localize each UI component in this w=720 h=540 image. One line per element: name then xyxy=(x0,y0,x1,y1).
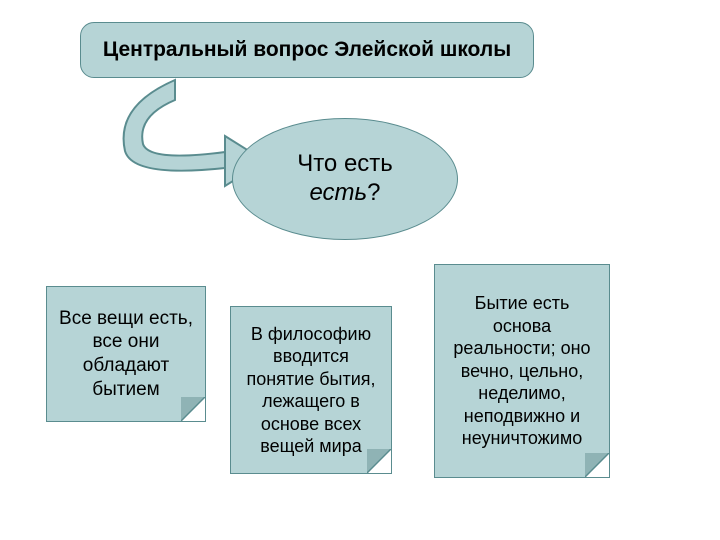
central-question-ellipse: Что есть есть? xyxy=(232,118,458,240)
central-question-mark: ? xyxy=(367,179,380,206)
title-text: Центральный вопрос Элейской школы xyxy=(103,38,511,62)
diagram-canvas: Центральный вопрос Элейской школы Что ес… xyxy=(0,0,720,540)
note-3-text: Бытие есть основа реальности; оно вечно,… xyxy=(443,292,601,450)
note-fold-icon xyxy=(367,449,391,473)
note-1: Все вещи есть, все они обладают бытием xyxy=(46,286,206,422)
note-2: В философию вводится понятие бытия, лежа… xyxy=(230,306,392,474)
note-fold-icon xyxy=(181,397,205,421)
central-question-text: Что есть есть? xyxy=(297,150,393,208)
title-box: Центральный вопрос Элейской школы xyxy=(80,22,534,78)
note-3: Бытие есть основа реальности; оно вечно,… xyxy=(434,264,610,478)
central-line2: есть xyxy=(309,179,367,206)
central-line1: Что есть xyxy=(297,150,393,177)
note-fold-icon xyxy=(585,453,609,477)
note-1-text: Все вещи есть, все они обладают бытием xyxy=(55,307,197,402)
note-2-text: В философию вводится понятие бытия, лежа… xyxy=(239,323,383,458)
